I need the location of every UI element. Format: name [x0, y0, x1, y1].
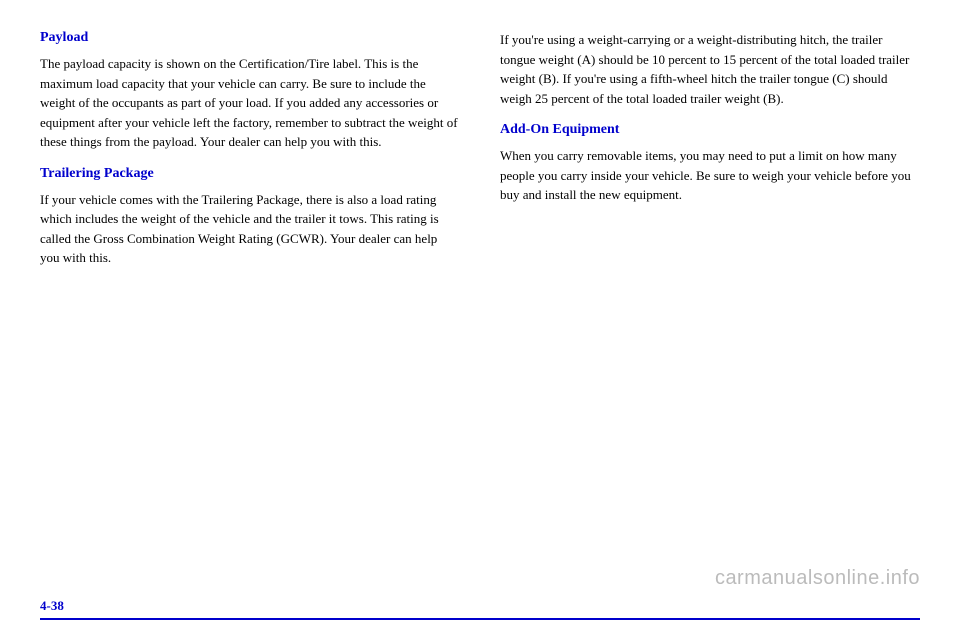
paragraph: When you carry removable items, you may …: [500, 146, 920, 205]
paragraph: If you're using a weight-carrying or a w…: [500, 30, 920, 108]
heading-trailering-package: Trailering Package: [40, 166, 460, 182]
watermark-text: carmanualsonline.info: [715, 567, 920, 590]
page-footer: 4-38: [40, 598, 920, 620]
footer-rule: [40, 618, 920, 620]
heading-payload: Payload: [40, 30, 460, 46]
page-number: 4-38: [40, 598, 920, 614]
content-columns: Payload The payload capacity is shown on…: [40, 30, 920, 570]
right-column: If you're using a weight-carrying or a w…: [500, 30, 920, 570]
left-column: Payload The payload capacity is shown on…: [40, 30, 460, 570]
heading-add-on-equipment: Add-On Equipment: [500, 122, 920, 138]
paragraph: If your vehicle comes with the Trailerin…: [40, 190, 460, 268]
paragraph: The payload capacity is shown on the Cer…: [40, 54, 460, 152]
